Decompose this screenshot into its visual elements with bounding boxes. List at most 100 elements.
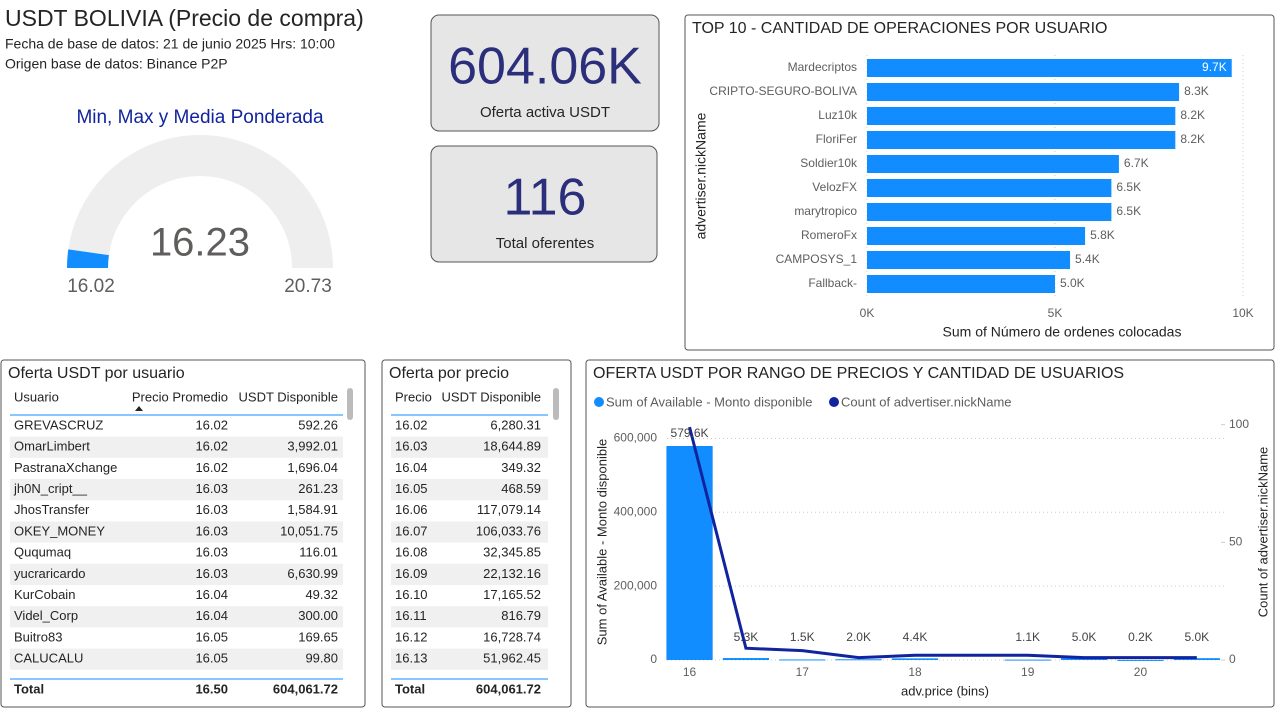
data-label: 2.0K bbox=[846, 630, 871, 644]
table-cell: 1,584.91 bbox=[287, 502, 338, 517]
data-label: 9.7K bbox=[1202, 60, 1227, 74]
row-band bbox=[10, 563, 343, 585]
table-cell: 16.04 bbox=[195, 608, 228, 623]
table-cell: CALUCALU bbox=[14, 651, 83, 666]
table-cell: 16.06 bbox=[395, 502, 428, 517]
table-cell: 16.03 bbox=[195, 502, 228, 517]
data-label: 1.5K bbox=[790, 630, 815, 644]
y-tick-label: marytropico bbox=[794, 204, 857, 218]
table-cell: 16.03 bbox=[195, 566, 228, 581]
table-cell: 16.02 bbox=[195, 460, 228, 475]
data-label: 5.3K bbox=[734, 630, 759, 644]
legend-marker bbox=[829, 397, 839, 407]
table-cell: 816.79 bbox=[501, 608, 541, 623]
x-tick-label: 19 bbox=[1021, 665, 1035, 679]
table-cell: 349.32 bbox=[501, 460, 541, 475]
table-cell: 16.05 bbox=[195, 629, 228, 644]
row-band bbox=[10, 521, 343, 543]
data-label: 5.0K bbox=[1072, 630, 1097, 644]
data-label: 0.2K bbox=[1128, 630, 1153, 644]
y2-tick-label: 100 bbox=[1229, 417, 1249, 431]
card-value: 604.06K bbox=[448, 38, 642, 96]
table-cell: 16.10 bbox=[395, 587, 428, 602]
gauge-value: 16.23 bbox=[150, 221, 250, 265]
x-tick-label: 17 bbox=[796, 665, 810, 679]
table-cell: 16,728.74 bbox=[483, 629, 541, 644]
table-cell: OmarLimbert bbox=[14, 439, 90, 454]
scrollbar bbox=[553, 388, 559, 420]
column-header: Precio bbox=[395, 389, 432, 404]
page-title: USDT BOLIVIA (Precio de compra) bbox=[5, 5, 364, 31]
bar bbox=[891, 658, 939, 660]
data-label: 5.4K bbox=[1075, 252, 1100, 266]
column-header: Precio Promedio bbox=[132, 389, 228, 404]
card-label: Oferta activa USDT bbox=[480, 104, 610, 121]
gauge-track bbox=[67, 135, 333, 268]
row-band bbox=[391, 648, 548, 670]
row-band bbox=[10, 436, 343, 458]
header-line: Fecha de base de datos: 21 de junio 2025… bbox=[5, 36, 335, 52]
y2-tick-label: 0 bbox=[1229, 652, 1236, 666]
data-label: 4.4K bbox=[903, 630, 928, 644]
table-cell: 1,696.04 bbox=[287, 460, 338, 475]
table-cell: KurCobain bbox=[14, 587, 75, 602]
total-cell: 604,061.72 bbox=[273, 681, 338, 696]
table-cell: 16.04 bbox=[195, 587, 228, 602]
data-label: 5.0K bbox=[1184, 630, 1209, 644]
table-cell: 16.05 bbox=[395, 481, 428, 496]
y2-axis-label: Count of advertiser.nickName bbox=[1255, 447, 1270, 618]
total-cell: 16.50 bbox=[195, 681, 228, 696]
y2-tick-label: 50 bbox=[1229, 535, 1243, 549]
table-cell: 169.65 bbox=[298, 629, 338, 644]
y-tick-label: Fallback- bbox=[808, 276, 857, 290]
table-cell: 16.08 bbox=[395, 545, 428, 560]
gauge-title: Min, Max y Media Ponderada bbox=[76, 107, 324, 128]
y-tick-label: Luz10k bbox=[818, 108, 858, 122]
table-cell: 51,962.45 bbox=[483, 651, 541, 666]
x-tick-label: 5K bbox=[1048, 306, 1063, 320]
chart-title: OFERTA USDT POR RANGO DE PRECIOS Y CANTI… bbox=[593, 365, 1124, 382]
bar bbox=[1004, 659, 1051, 661]
table-cell: 16.03 bbox=[395, 439, 428, 454]
column-header: USDT Disponible bbox=[239, 389, 338, 404]
data-label: 8.2K bbox=[1180, 108, 1205, 122]
x-tick-label: 10K bbox=[1232, 306, 1253, 320]
table-cell: 106,033.76 bbox=[476, 523, 541, 538]
table-cell: 16.03 bbox=[195, 481, 228, 496]
table-cell: 6,280.31 bbox=[490, 417, 541, 432]
row-band bbox=[391, 479, 548, 501]
y-axis-label: advertiser.nickName bbox=[693, 112, 709, 239]
y-tick-label: RomeroFx bbox=[801, 228, 857, 242]
row-band bbox=[10, 479, 343, 501]
table-cell: GREVASCRUZ bbox=[14, 417, 103, 432]
data-label: 579.6K bbox=[671, 426, 709, 440]
table-cell: 16.02 bbox=[195, 439, 228, 454]
y-tick-label: 600,000 bbox=[614, 431, 658, 445]
table-cell: 16.04 bbox=[395, 460, 428, 475]
table-cell: 49.32 bbox=[305, 587, 338, 602]
x-tick-label: 0K bbox=[860, 306, 875, 320]
y-tick-label: 400,000 bbox=[614, 504, 658, 518]
gauge-fill bbox=[67, 249, 109, 268]
bar bbox=[722, 658, 770, 660]
data-label: 1.1K bbox=[1015, 630, 1040, 644]
table-cell: 3,992.01 bbox=[287, 439, 338, 454]
x-tick-label: 18 bbox=[908, 665, 922, 679]
table-cell: 10,051.75 bbox=[280, 523, 338, 538]
scrollbar bbox=[347, 388, 353, 420]
header-line: Origen base de datos: Binance P2P bbox=[5, 56, 228, 72]
y-tick-label: CAMPOSYS_1 bbox=[776, 252, 858, 266]
card-value: 116 bbox=[504, 169, 587, 227]
data-label: 6.5K bbox=[1116, 204, 1141, 218]
data-label: 5.0K bbox=[1060, 276, 1085, 290]
data-label: 8.3K bbox=[1184, 84, 1209, 98]
y-tick-label: FloriFer bbox=[816, 132, 857, 146]
table-cell: 17,165.52 bbox=[483, 587, 541, 602]
x-axis-label: Sum of Número de ordenes colocadas bbox=[943, 324, 1182, 340]
row-band bbox=[10, 606, 343, 628]
chart-title: TOP 10 - CANTIDAD DE OPERACIONES POR USU… bbox=[692, 20, 1108, 37]
table-cell: yucraricardo bbox=[14, 566, 86, 581]
bar bbox=[867, 155, 1119, 173]
y-tick-label: 200,000 bbox=[614, 578, 658, 592]
panel bbox=[585, 359, 1275, 708]
